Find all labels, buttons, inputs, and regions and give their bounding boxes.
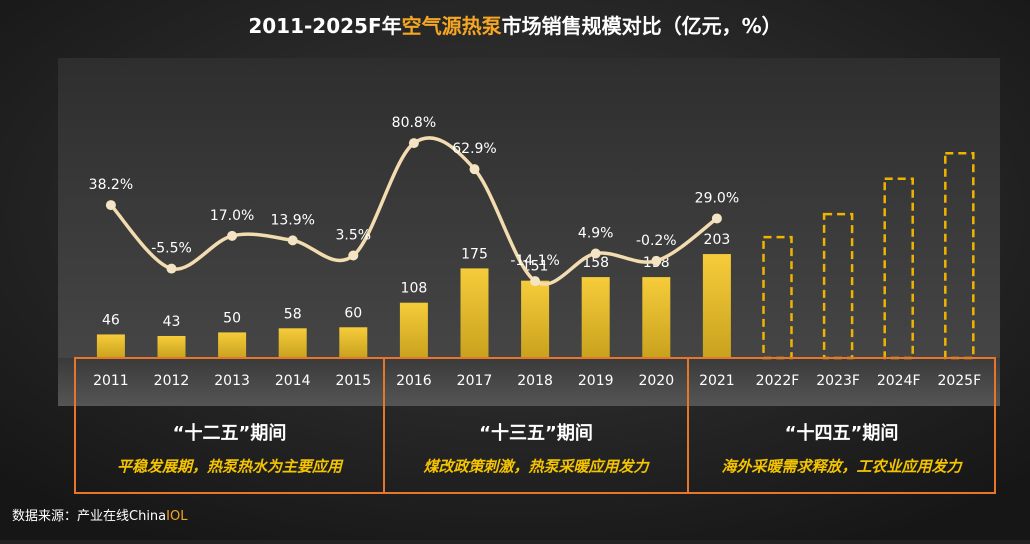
category-strip — [58, 358, 1000, 406]
bar — [581, 277, 610, 358]
line-point — [105, 200, 116, 211]
bar — [157, 335, 186, 358]
x-tick-label: 2011 — [93, 373, 129, 389]
line-label: -0.2% — [636, 233, 677, 249]
bar-label: 158 — [582, 255, 609, 271]
period-subtitle: 煤改政策刺激，热泵采暖应用发力 — [423, 458, 650, 476]
line-point — [530, 276, 541, 287]
bar-label: 58 — [284, 306, 302, 322]
bar-label: 43 — [163, 314, 181, 330]
periods: 2011 2012 2013 2014 2015 2016 2017 2018 2019 2020… — [74, 357, 996, 494]
line-point — [590, 248, 601, 259]
bar — [339, 327, 368, 358]
line-label: 4.9% — [578, 225, 614, 241]
line-label: -14.1% — [510, 253, 560, 269]
bar — [702, 254, 731, 358]
period-box — [687, 357, 996, 494]
x-tick-label: 2025F — [937, 373, 981, 389]
bar-label: 151 — [522, 259, 549, 275]
line-label: 80.8% — [392, 115, 436, 131]
x-tick-label: 2016 — [396, 373, 432, 389]
x-tick-label: 2021 — [699, 373, 735, 389]
x-tick-label: 2024F — [877, 373, 921, 389]
bar-label: 203 — [704, 232, 731, 248]
line-point — [711, 213, 722, 224]
bar-label: 46 — [102, 312, 120, 328]
x-tick-label: 2019 — [578, 373, 614, 389]
x-tick-label: 2014 — [275, 373, 311, 389]
line-layer: 38.2% -5.5% 17.0% 13.9% 3.5% 80.8% 62.9% -14.1%… — [89, 115, 739, 287]
bar-label: 175 — [461, 246, 488, 262]
x-tick-label: 2015 — [335, 373, 371, 389]
bar — [218, 332, 247, 358]
period-title: “十二五”期间 — [173, 422, 287, 444]
x-tick-label: 2020 — [638, 373, 674, 389]
line-point — [166, 263, 177, 274]
bar — [96, 334, 125, 358]
line-label: -5.5% — [151, 241, 192, 257]
period-title: “十三五”期间 — [479, 422, 593, 444]
line-label: 38.2% — [89, 177, 133, 193]
bar — [642, 277, 671, 358]
bar-label: 50 — [223, 310, 241, 326]
bar — [399, 302, 428, 358]
line-point — [227, 230, 238, 241]
period-subtitle: 海外采暖需求释放，工农业应用发力 — [721, 458, 963, 476]
line-label: 29.0% — [695, 190, 739, 206]
x-tick-label: 2022F — [756, 373, 800, 389]
bar — [460, 268, 489, 358]
chart-title: 2011-2025F年空气源热泵市场销售规模对比（亿元，%） — [248, 14, 781, 38]
x-tick-label: 2023F — [816, 373, 860, 389]
x-tick-label: 2012 — [154, 373, 190, 389]
line-point — [651, 255, 662, 266]
bar — [278, 328, 307, 358]
line-label: 62.9% — [452, 141, 496, 157]
line-point — [348, 250, 359, 261]
bar-label: 60 — [344, 305, 362, 321]
line-label: 17.0% — [210, 208, 254, 224]
source: 数据来源：产业在线ChinaIOL — [12, 509, 188, 524]
line-label: 3.5% — [336, 228, 372, 244]
line-point — [469, 164, 480, 175]
bar — [521, 280, 550, 358]
x-tick-label: 2013 — [214, 373, 250, 389]
forecast-bar — [944, 151, 975, 360]
x-tick-label: 2017 — [457, 373, 493, 389]
period-title: “十四五”期间 — [785, 422, 899, 444]
line-point — [408, 138, 419, 149]
line-label: 13.9% — [270, 212, 314, 228]
x-tick-label: 2018 — [517, 373, 553, 389]
bar-label: 108 — [401, 281, 428, 297]
line-point — [287, 235, 298, 246]
period-subtitle: 平稳发展期，热泵热水为主要应用 — [117, 458, 344, 476]
